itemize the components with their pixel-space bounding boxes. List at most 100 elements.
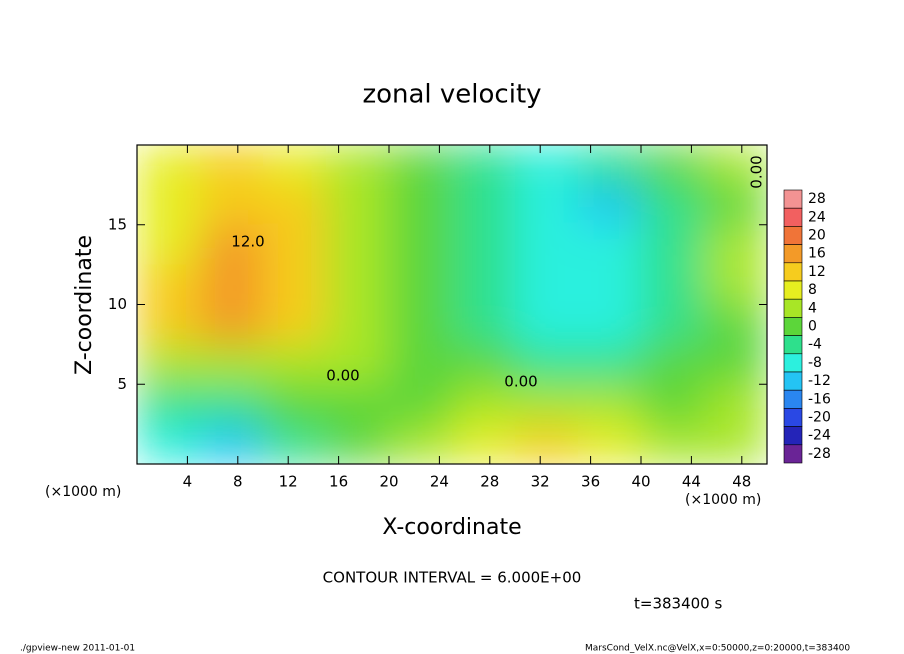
cell <box>389 184 453 226</box>
cell <box>452 264 516 305</box>
cell <box>200 344 264 385</box>
cell <box>578 344 642 385</box>
cell <box>389 344 453 385</box>
y-tick-label: 15 <box>108 215 127 233</box>
cell <box>326 424 390 464</box>
cell <box>704 384 767 425</box>
cells <box>137 145 767 464</box>
cell <box>389 304 453 345</box>
x-tick-label: 32 <box>531 473 550 491</box>
cell <box>263 304 327 345</box>
colorbar-box <box>783 244 803 264</box>
cell <box>200 224 264 266</box>
cell <box>452 344 516 385</box>
colorbar-box <box>783 371 803 391</box>
contour-label: 0.00 <box>748 155 766 188</box>
y-tick-label: 10 <box>108 295 127 313</box>
colorbar-label: -4 <box>808 337 822 353</box>
colorbar-label: -12 <box>808 373 831 389</box>
x-tick-label: 8 <box>233 473 243 491</box>
contour-label: 0.00 <box>504 373 537 391</box>
cell <box>704 224 767 266</box>
cell <box>200 264 264 305</box>
cell <box>389 264 453 305</box>
colorbar-label: -28 <box>808 446 831 462</box>
cell <box>200 184 264 226</box>
cell <box>704 424 767 464</box>
cell <box>137 264 201 305</box>
x-tick-label: 48 <box>732 473 751 491</box>
cell <box>704 344 767 385</box>
cell <box>200 145 264 186</box>
cell <box>389 145 453 186</box>
cell <box>326 304 390 345</box>
colorbar-label: 24 <box>808 209 826 225</box>
cell <box>452 224 516 266</box>
cell <box>137 384 201 425</box>
x-unit: (×1000 m) <box>45 484 121 500</box>
footer-right: MarsCond_VelX.nc@VelX,x=0:50000,z=0:2000… <box>585 644 850 654</box>
cell <box>704 145 767 186</box>
x-unit: (×1000 m) <box>685 492 761 508</box>
colorbar-box <box>783 426 803 446</box>
cell <box>641 384 705 425</box>
colorbar-label: -20 <box>808 410 831 426</box>
cell <box>137 344 201 385</box>
cell <box>389 384 453 425</box>
cell <box>641 224 705 266</box>
x-tick-label: 36 <box>581 473 600 491</box>
cell <box>137 145 201 186</box>
cell <box>515 264 579 305</box>
colorbar-box <box>783 262 803 282</box>
colorbar-label: 28 <box>808 191 826 207</box>
colorbar-label: -8 <box>808 355 822 371</box>
cell <box>452 184 516 226</box>
colorbar-label: 20 <box>808 228 826 244</box>
field <box>137 145 767 464</box>
cell <box>200 424 264 464</box>
cell <box>641 304 705 345</box>
cell <box>326 145 390 186</box>
chart-title: zonal velocity <box>362 80 541 110</box>
x-tick-label: 44 <box>682 473 701 491</box>
cell <box>641 145 705 186</box>
cell <box>326 344 390 385</box>
colorbar-box <box>783 353 803 373</box>
cell <box>137 224 201 266</box>
colorbar-label: 12 <box>808 264 826 280</box>
cell <box>578 304 642 345</box>
colorbar-box <box>783 317 803 336</box>
colorbar-box <box>783 408 803 427</box>
cell <box>263 224 327 266</box>
cell <box>200 384 264 425</box>
colorbar-box <box>783 335 803 355</box>
cell <box>137 424 201 464</box>
y-tick-label: 5 <box>117 375 127 393</box>
x-tick-label: 24 <box>430 473 449 491</box>
contour-label: 12.0 <box>231 233 264 251</box>
cell <box>641 264 705 305</box>
cell <box>704 304 767 345</box>
cell <box>641 184 705 226</box>
x-tick-label: 20 <box>379 473 398 491</box>
cell <box>578 264 642 305</box>
cell <box>515 424 579 464</box>
colorbar-label: -24 <box>808 428 831 444</box>
cell <box>452 424 516 464</box>
cell <box>515 224 579 266</box>
cell <box>137 304 201 345</box>
contour-interval: CONTOUR INTERVAL = 6.000E+00 <box>323 569 582 587</box>
cell <box>263 184 327 226</box>
colorbar-box <box>783 298 803 318</box>
x-tick-label: 40 <box>631 473 650 491</box>
cell <box>326 224 390 266</box>
y-axis-label: Z-coordinate <box>72 235 97 375</box>
colorbar-label: 0 <box>808 319 817 335</box>
cell <box>578 184 642 226</box>
cell <box>452 145 516 186</box>
cell <box>263 264 327 305</box>
colorbar-box <box>783 207 803 227</box>
x-tick-label: 12 <box>279 473 298 491</box>
x-tick-label: 28 <box>480 473 499 491</box>
